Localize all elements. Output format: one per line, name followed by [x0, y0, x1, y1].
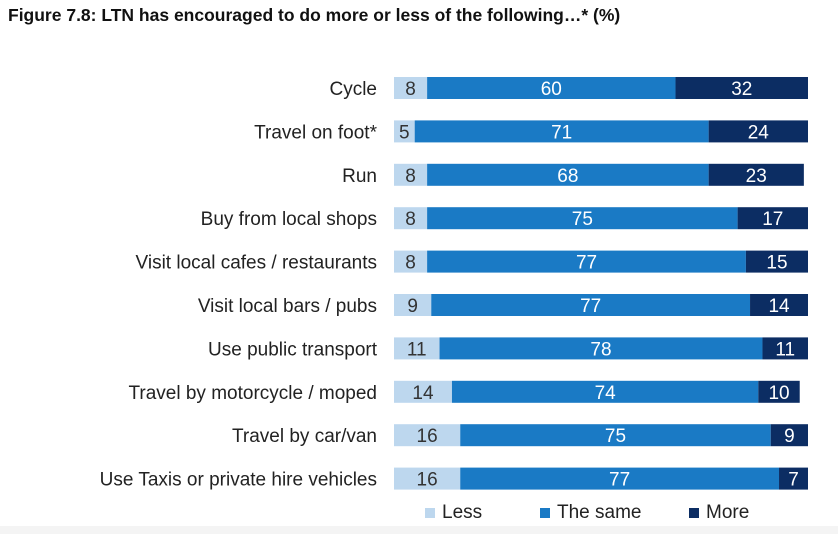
- data-label-less-travel-by-car-van: 16: [417, 426, 438, 447]
- data-label-more-visit-local-cafes-restaurants: 15: [766, 253, 787, 274]
- bar-the-same-run: [427, 163, 709, 186]
- legend-swatch-the-same: [540, 508, 550, 518]
- data-label-less-travel-on-foot: 5: [399, 122, 410, 143]
- bar-less-use-taxis-or-private-hire-vehicles: [394, 467, 461, 490]
- category-label-use-taxis-or-private-hire-vehicles: Use Taxis or private hire vehicles: [100, 470, 377, 491]
- bar-less-travel-by-motorcycle-moped: [394, 380, 452, 403]
- data-label-the-same-travel-on-foot: 71: [551, 122, 572, 143]
- data-label-more-buy-from-local-shops: 17: [762, 209, 783, 230]
- data-label-less-travel-by-motorcycle-moped: 14: [412, 383, 434, 404]
- legend-label-more: More: [706, 502, 750, 523]
- data-label-the-same-visit-local-cafes-restaurants: 77: [576, 253, 597, 274]
- bar-the-same-use-public-transport: [439, 337, 763, 360]
- data-label-less-visit-local-cafes-restaurants: 8: [405, 253, 416, 274]
- bar-more-travel-by-motorcycle-moped: [758, 380, 800, 403]
- bar-less-travel-on-foot: [394, 120, 415, 143]
- data-label-less-run: 8: [405, 166, 416, 187]
- bar-more-cycle: [675, 77, 808, 99]
- legend-item-more: More: [689, 502, 749, 524]
- bar-more-use-taxis-or-private-hire-vehicles: [779, 467, 808, 490]
- category-label-travel-on-foot: Travel on foot*: [254, 122, 377, 143]
- bar-the-same-buy-from-local-shops: [427, 207, 738, 230]
- legend: Less The same More: [425, 502, 825, 526]
- data-label-the-same-travel-by-car-van: 75: [605, 426, 626, 447]
- bar-less-buy-from-local-shops: [394, 207, 428, 230]
- legend-item-less: Less: [425, 502, 482, 524]
- data-label-less-use-taxis-or-private-hire-vehicles: 16: [417, 470, 438, 491]
- bar-less-cycle: [394, 77, 428, 99]
- data-label-more-cycle: 32: [731, 79, 752, 100]
- bar-the-same-travel-by-car-van: [460, 424, 771, 447]
- bar-more-travel-on-foot: [708, 120, 808, 143]
- bottom-shade: [0, 526, 838, 534]
- data-label-less-visit-local-bars-pubs: 9: [407, 296, 418, 317]
- category-label-travel-by-motorcycle-moped: Travel by motorcycle / moped: [129, 383, 378, 404]
- bar-the-same-visit-local-cafes-restaurants: [427, 250, 746, 273]
- data-label-more-use-taxis-or-private-hire-vehicles: 7: [788, 470, 799, 491]
- legend-swatch-less: [425, 508, 435, 518]
- legend-item-the-same: The same: [540, 502, 641, 524]
- data-label-the-same-run: 68: [557, 166, 578, 187]
- bar-more-visit-local-cafes-restaurants: [745, 250, 808, 273]
- data-label-more-travel-on-foot: 24: [748, 122, 770, 143]
- data-label-the-same-visit-local-bars-pubs: 77: [580, 296, 601, 317]
- bar-the-same-use-taxis-or-private-hire-vehicles: [460, 467, 780, 490]
- data-label-less-buy-from-local-shops: 8: [405, 209, 416, 230]
- chart-title: Figure 7.8: LTN has encouraged to do mor…: [8, 5, 621, 25]
- category-label-buy-from-local-shops: Buy from local shops: [201, 209, 377, 230]
- category-label-visit-local-cafes-restaurants: Visit local cafes / restaurants: [136, 253, 377, 274]
- bar-the-same-visit-local-bars-pubs: [431, 294, 751, 316]
- category-label-use-public-transport: Use public transport: [208, 339, 378, 360]
- bar-the-same-travel-on-foot: [414, 120, 709, 143]
- legend-label-less: Less: [442, 502, 483, 523]
- category-label-run: Run: [342, 166, 377, 187]
- data-label-less-cycle: 8: [405, 79, 416, 100]
- category-label-cycle: Cycle: [329, 79, 377, 100]
- bar-more-use-public-transport: [762, 337, 808, 360]
- data-label-more-travel-by-car-van: 9: [784, 426, 795, 447]
- category-label-travel-by-car-van: Travel by car/van: [232, 426, 377, 447]
- bar-the-same-travel-by-motorcycle-moped: [451, 380, 759, 403]
- legend-label-the-same: The same: [557, 502, 642, 523]
- bar-more-travel-by-car-van: [770, 424, 808, 447]
- data-label-more-use-public-transport: 11: [775, 339, 795, 360]
- data-label-more-run: 23: [746, 166, 767, 187]
- bar-less-travel-by-car-van: [394, 424, 461, 447]
- legend-swatch-more: [689, 508, 699, 518]
- bar-less-run: [394, 163, 428, 186]
- data-label-more-travel-by-motorcycle-moped: 10: [768, 383, 789, 404]
- data-label-the-same-buy-from-local-shops: 75: [572, 209, 593, 230]
- bar-more-visit-local-bars-pubs: [750, 294, 808, 316]
- data-label-more-visit-local-bars-pubs: 14: [768, 296, 790, 317]
- bar-the-same-cycle: [427, 77, 676, 99]
- data-label-the-same-travel-by-motorcycle-moped: 74: [595, 383, 617, 404]
- data-label-the-same-cycle: 60: [541, 79, 562, 100]
- bar-more-buy-from-local-shops: [737, 207, 808, 230]
- bar-less-use-public-transport: [394, 337, 440, 360]
- bar-less-visit-local-cafes-restaurants: [394, 250, 428, 273]
- bar-more-run: [708, 163, 804, 186]
- bar-less-visit-local-bars-pubs: [394, 294, 432, 316]
- data-label-less-use-public-transport: 11: [407, 339, 427, 360]
- data-label-the-same-use-taxis-or-private-hire-vehicles: 77: [609, 470, 630, 491]
- category-label-visit-local-bars-pubs: Visit local bars / pubs: [198, 296, 377, 317]
- data-label-the-same-use-public-transport: 78: [590, 339, 611, 360]
